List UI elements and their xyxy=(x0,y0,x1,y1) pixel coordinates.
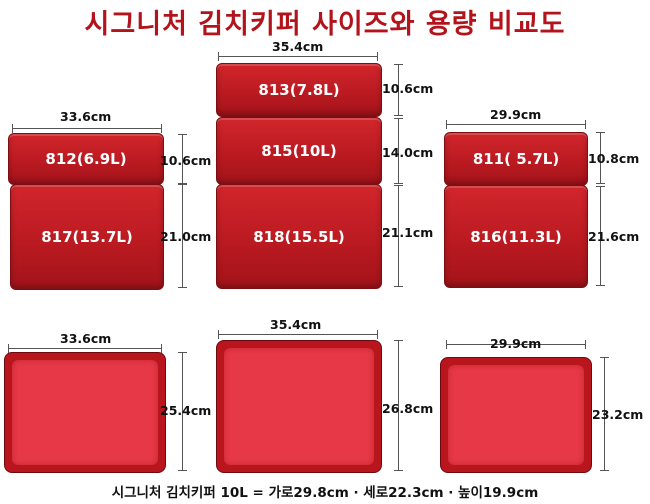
lid-left xyxy=(4,352,166,473)
lid-right-width-line xyxy=(446,340,586,349)
left-lower-height-line xyxy=(178,184,187,288)
page-title: 시그니처 김치키퍼 사이즈와 용량 비교도 xyxy=(84,9,566,40)
lid-middle-depth-line xyxy=(394,340,403,471)
middle-top-height-line xyxy=(394,64,403,116)
container-816: 816(11.3L) xyxy=(444,185,588,288)
container-817-label: 817(13.7L) xyxy=(41,228,133,246)
left-upper-height-label: 10.6cm xyxy=(160,153,212,168)
lid-left-depth-line xyxy=(178,352,187,471)
lid-right xyxy=(440,357,592,473)
container-816-label: 816(11.3L) xyxy=(470,227,562,246)
right-width-label: 29.9cm xyxy=(490,107,542,122)
container-818-label: 818(15.5L) xyxy=(253,227,345,246)
middle-bottom-height-label: 21.1cm xyxy=(382,225,434,240)
container-818: 818(15.5L) xyxy=(216,184,382,289)
middle-top-height-label: 10.6cm xyxy=(382,81,434,96)
left-width-line xyxy=(12,124,162,133)
middle-width-label: 35.4cm xyxy=(272,39,324,54)
lid-left-width-line xyxy=(8,344,162,353)
left-upper-height-line xyxy=(178,134,187,184)
container-811-label: 811( 5.7L) xyxy=(472,150,560,168)
right-upper-height-label: 10.8cm xyxy=(588,151,640,166)
lid-middle-width-label: 35.4cm xyxy=(270,317,322,332)
right-lower-height-line xyxy=(596,186,605,286)
container-813: 813(7.8L) xyxy=(216,63,382,117)
container-812: 812(6.9L) xyxy=(8,133,164,185)
container-817: 817(13.7L) xyxy=(10,184,164,290)
middle-bottom-height-line xyxy=(394,185,403,287)
lid-left-depth-label: 25.4cm xyxy=(160,403,212,418)
lid-left-inner xyxy=(12,360,158,465)
lid-middle-inner xyxy=(224,348,374,465)
lid-left-width-label: 33.6cm xyxy=(60,331,112,346)
footer-note: 시그니처 김치키퍼 10L = 가로29.8cm · 세로22.3cm · 높이… xyxy=(111,485,539,501)
container-815: 815(10L) xyxy=(216,117,382,185)
middle-width-line xyxy=(218,52,378,61)
middle-mid-height-line xyxy=(394,118,403,184)
lid-right-depth-label: 23.2cm xyxy=(592,407,644,422)
lid-right-width-label: 29.9cm xyxy=(490,336,542,351)
lid-middle xyxy=(216,340,382,473)
container-812-label: 812(6.9L) xyxy=(45,150,127,168)
right-lower-height-label: 21.6cm xyxy=(588,229,640,244)
right-width-line xyxy=(446,120,586,129)
container-811: 811( 5.7L) xyxy=(444,132,588,186)
middle-mid-height-label: 14.0cm xyxy=(382,145,434,160)
lid-right-depth-line xyxy=(600,357,609,471)
left-lower-height-label: 21.0cm xyxy=(160,229,212,244)
lid-middle-width-line xyxy=(218,330,378,339)
container-815-label: 815(10L) xyxy=(261,142,337,160)
lid-middle-depth-label: 26.8cm xyxy=(382,401,434,416)
right-upper-height-line xyxy=(596,132,605,184)
left-width-label: 33.6cm xyxy=(60,109,112,124)
lid-right-inner xyxy=(448,365,584,465)
container-813-label: 813(7.8L) xyxy=(258,81,340,99)
